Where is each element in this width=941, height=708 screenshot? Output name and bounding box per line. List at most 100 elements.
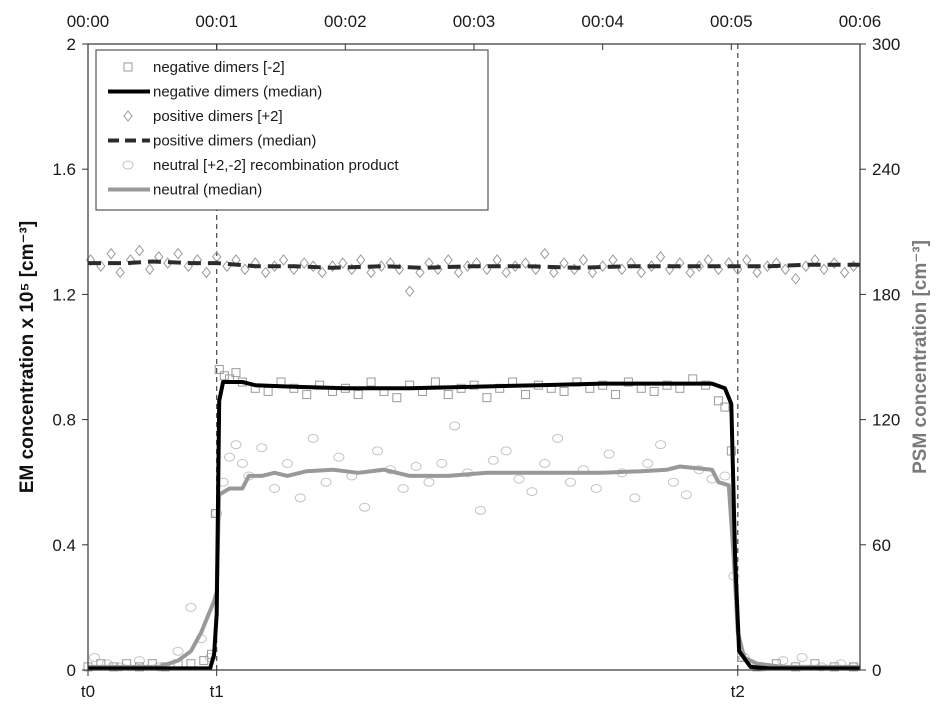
series-1-line — [88, 380, 860, 671]
series-4-point-12 — [230, 440, 242, 450]
x-top-tick-label-3: 00:03 — [453, 12, 496, 31]
series-0-point-9 — [199, 656, 209, 666]
series-0-point-41 — [559, 386, 569, 396]
y-right-tick-label-2: 120 — [872, 411, 900, 430]
series-4-point-3 — [133, 656, 145, 666]
legend-label-0: negative dimers [-2] — [153, 59, 285, 76]
series-0-point-32 — [443, 390, 453, 400]
series-4-point-0 — [88, 652, 100, 662]
series-2-point-20 — [278, 254, 289, 266]
legend: negative dimers [-2] negative dimers (med… — [95, 49, 489, 211]
series-4-point-24 — [372, 446, 383, 456]
series-2-point-29 — [366, 266, 376, 279]
series-2-point-43 — [501, 266, 511, 279]
series-2-point-59 — [655, 251, 666, 263]
series-2-point-52 — [587, 266, 598, 279]
series-2-point-25 — [327, 260, 338, 273]
series-2-point-48 — [549, 266, 559, 279]
series-0-point-53 — [713, 396, 723, 406]
series-2-point-69 — [752, 266, 762, 279]
series-0-point-21 — [302, 390, 312, 400]
series-4-point-15 — [256, 443, 268, 453]
legend-swatch-4 — [122, 160, 134, 170]
x-bottom-marker-label-2: t2 — [731, 682, 745, 701]
legend-label-3: positive dimers (median) — [153, 133, 316, 150]
series-4-point-46 — [655, 440, 667, 450]
series-0-point-26 — [366, 377, 376, 387]
series-0-point-48 — [649, 386, 659, 396]
series-0-point-35 — [482, 393, 492, 403]
series-2-point-9 — [173, 247, 183, 260]
series-4-point-55 — [777, 656, 789, 666]
x-bottom-marker-label-1: t1 — [210, 682, 224, 701]
series-4-point-51 — [719, 471, 731, 481]
legend-swatch-2 — [123, 110, 133, 122]
series-0-point-54 — [720, 402, 730, 412]
series-2-point-33 — [405, 285, 415, 298]
series-4-point-29 — [436, 458, 448, 468]
series-4-point-16 — [269, 483, 281, 493]
series-4-point-28 — [423, 477, 435, 487]
x-top-tick-label-6: 00:06 — [839, 12, 882, 31]
series-group-5 — [88, 464, 860, 669]
y-left-tick-label-3: 1.2 — [52, 285, 76, 304]
y-left-tick-label-4: 1.6 — [52, 160, 76, 179]
y-right-tick-label-4: 240 — [872, 160, 900, 179]
series-group-3 — [88, 259, 860, 270]
series-2-point-3 — [115, 266, 125, 279]
series-2-point-45 — [520, 257, 531, 269]
series-2-point-51 — [578, 254, 589, 266]
series-4-point-39 — [565, 477, 576, 487]
legend-swatch-0 — [123, 62, 133, 72]
y-left-tick-label-0: 0 — [67, 661, 76, 680]
series-2-point-6 — [145, 263, 155, 276]
series-4-point-27 — [410, 462, 422, 472]
series-2-point-62 — [685, 266, 695, 279]
series-layer — [83, 244, 860, 672]
series-4-point-44 — [629, 493, 641, 503]
series-4-point-18 — [294, 493, 306, 503]
series-4-point-19 — [307, 433, 319, 443]
series-0-point-38 — [520, 390, 530, 400]
legend-label-2: positive dimers [+2] — [153, 108, 283, 125]
series-2-point-4 — [125, 254, 136, 266]
legend-label-1: negative dimers (median) — [153, 84, 322, 101]
series-0-point-25 — [353, 390, 363, 400]
series-4-point-37 — [539, 458, 551, 468]
series-2-point-49 — [559, 257, 569, 269]
y-left-tick-label-2: 0.8 — [52, 411, 76, 430]
y-right-tick-label-5: 300 — [872, 35, 900, 54]
series-2-point-28 — [356, 254, 366, 266]
series-4-point-13 — [236, 458, 248, 468]
series-2-point-37 — [443, 254, 453, 266]
series-group-1 — [88, 380, 860, 671]
series-2-point-73 — [791, 272, 801, 285]
series-4-point-11 — [224, 452, 236, 462]
series-4-point-36 — [526, 487, 538, 497]
series-4-point-23 — [359, 502, 371, 512]
series-4-point-38 — [552, 433, 564, 443]
series-4-point-5 — [172, 646, 184, 656]
x-top-tick-label-2: 00:02 — [324, 12, 367, 31]
y-right-tick-label-0: 0 — [872, 661, 881, 680]
series-2-point-18 — [260, 266, 271, 279]
legend-label-4: neutral [+2,-2] recombination product — [153, 157, 399, 174]
series-4-point-35 — [513, 474, 525, 484]
y-right-tick-label-1: 60 — [872, 536, 891, 555]
series-2-point-24 — [317, 266, 327, 279]
series-4-point-56 — [796, 652, 808, 662]
y-right-tick-label-3: 180 — [872, 285, 900, 304]
series-0-point-13 — [219, 371, 229, 381]
series-0-point-45 — [611, 390, 621, 400]
series-4-point-41 — [590, 483, 602, 493]
series-0-point-28 — [392, 393, 402, 403]
series-4-point-21 — [333, 452, 345, 462]
x-top-tick-label-5: 00:05 — [710, 12, 753, 31]
series-4-point-47 — [667, 477, 679, 487]
series-2-point-22 — [299, 257, 309, 269]
series-group-2 — [85, 244, 859, 298]
legend-label-5: neutral (median) — [153, 182, 262, 199]
series-2-point-16 — [240, 263, 250, 276]
